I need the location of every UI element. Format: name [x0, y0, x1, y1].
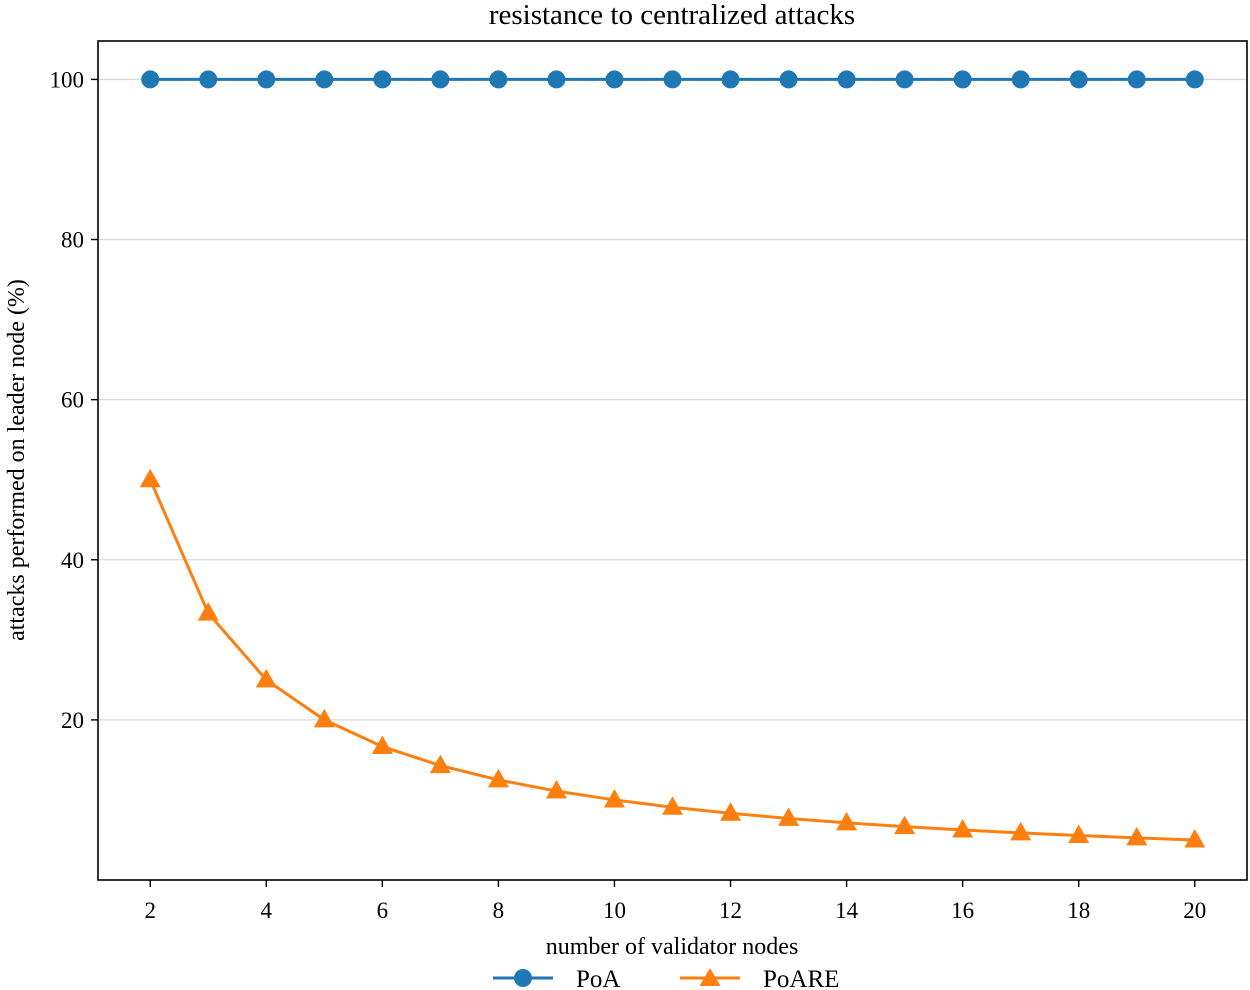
- y-tick-label-100: 100: [50, 67, 85, 92]
- x-tick-label-8: 8: [493, 898, 505, 923]
- legend-label-poare: PoARE: [763, 966, 839, 990]
- point-poa-11: [663, 70, 682, 89]
- point-poare-16: [952, 818, 974, 838]
- point-poa-5: [315, 70, 334, 89]
- point-poare-3: [197, 602, 219, 621]
- point-poa-7: [431, 70, 450, 89]
- point-poa-14: [837, 70, 856, 89]
- y-tick-label-80: 80: [61, 228, 84, 253]
- x-tick-label-12: 12: [719, 898, 742, 923]
- x-axis-label: number of validator nodes: [546, 934, 799, 960]
- point-poare-4: [255, 668, 277, 688]
- point-poa-13: [779, 70, 798, 89]
- point-poa-17: [1011, 70, 1030, 89]
- point-poare-14: [836, 811, 858, 831]
- point-poare-9: [545, 780, 567, 799]
- point-poare-20: [1184, 828, 1206, 848]
- series-line-poare: [148, 479, 1195, 842]
- point-poare-6: [371, 735, 393, 755]
- x-tick-label-20: 20: [1183, 898, 1206, 923]
- point-poa-19: [1127, 70, 1146, 89]
- plot-series: [139, 70, 1206, 848]
- point-poa-6: [373, 70, 392, 89]
- x-tick-label-10: 10: [603, 898, 626, 923]
- legend: PoA PoARE: [493, 966, 839, 990]
- point-poare-19: [1126, 826, 1148, 846]
- x-tick-label-18: 18: [1067, 898, 1090, 923]
- point-poare-8: [487, 768, 509, 788]
- point-poare-11: [662, 796, 683, 815]
- gridlines: [98, 78, 1247, 721]
- legend-marker-poare: [699, 968, 721, 986]
- legend-label-poa: PoA: [576, 966, 620, 990]
- point-poare-12: [720, 802, 742, 821]
- point-poare-17: [1010, 821, 1032, 841]
- y-axis-label: attacks performed on leader node (%): [4, 279, 30, 641]
- point-poa-2: [141, 70, 160, 89]
- y-tick-label-20: 20: [61, 708, 84, 733]
- chart-title: resistance to centralized attacks: [489, 0, 855, 31]
- point-poare-15: [894, 815, 916, 835]
- plot-frame: [97, 40, 1248, 881]
- point-poa-8: [489, 70, 508, 89]
- axis-ticks: 20 40 60 80 100 2 4 6 8 10 12 14 16 18 20: [50, 67, 1207, 923]
- x-tick-label-2: 2: [144, 898, 156, 923]
- point-poare-13: [778, 807, 800, 826]
- x-tick-label-6: 6: [377, 898, 389, 923]
- point-poa-3: [199, 70, 218, 89]
- point-poa-9: [547, 70, 566, 89]
- point-poa-10: [605, 70, 624, 89]
- x-tick-label-16: 16: [951, 898, 974, 923]
- point-poare-5: [313, 708, 335, 728]
- point-poa-16: [953, 70, 972, 89]
- point-poare-7: [429, 754, 451, 774]
- point-poa-15: [895, 70, 914, 89]
- y-tick-label-40: 40: [61, 548, 84, 573]
- x-tick-label-4: 4: [261, 898, 273, 923]
- y-tick-label-60: 60: [61, 388, 84, 413]
- point-poa-18: [1069, 70, 1088, 89]
- point-poa-20: [1185, 70, 1204, 89]
- point-poa-12: [721, 70, 740, 89]
- point-poa-4: [257, 70, 276, 89]
- point-poare-10: [603, 788, 625, 808]
- x-tick-label-14: 14: [835, 898, 859, 923]
- point-poare-2: [139, 468, 161, 488]
- point-poare-18: [1068, 824, 1090, 843]
- legend-marker-poa: [514, 969, 532, 987]
